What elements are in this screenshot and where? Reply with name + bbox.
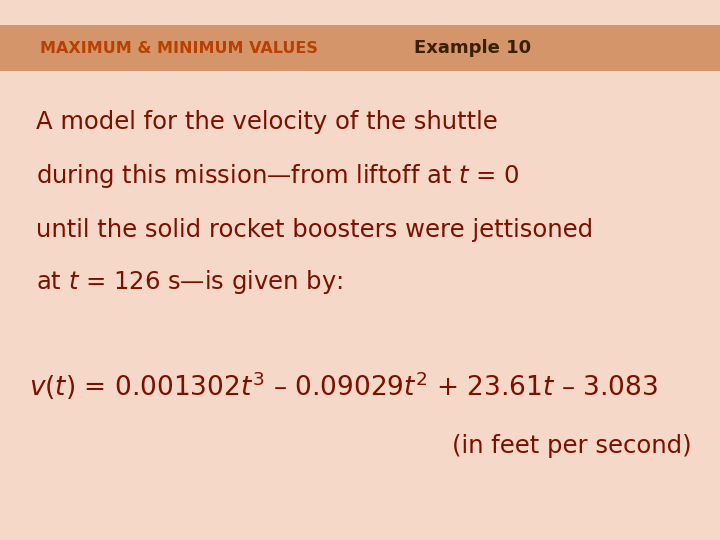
FancyBboxPatch shape bbox=[0, 25, 720, 71]
Text: A model for the velocity of the shuttle: A model for the velocity of the shuttle bbox=[36, 110, 498, 133]
Text: during this mission—from liftoff at $t$ = 0: during this mission—from liftoff at $t$ … bbox=[36, 161, 520, 190]
Text: at $t$ = 126 s—is given by:: at $t$ = 126 s—is given by: bbox=[36, 268, 343, 296]
Text: until the solid rocket boosters were jettisoned: until the solid rocket boosters were jet… bbox=[36, 218, 593, 241]
Text: Example 10: Example 10 bbox=[414, 39, 531, 57]
Text: (in feet per second): (in feet per second) bbox=[451, 434, 691, 457]
Text: MAXIMUM & MINIMUM VALUES: MAXIMUM & MINIMUM VALUES bbox=[40, 41, 318, 56]
Text: $v(t)$ = 0.001302$t^3$ – 0.09029$t^2$ + 23.61$t$ – 3.083: $v(t)$ = 0.001302$t^3$ – 0.09029$t^2$ + … bbox=[29, 370, 658, 402]
